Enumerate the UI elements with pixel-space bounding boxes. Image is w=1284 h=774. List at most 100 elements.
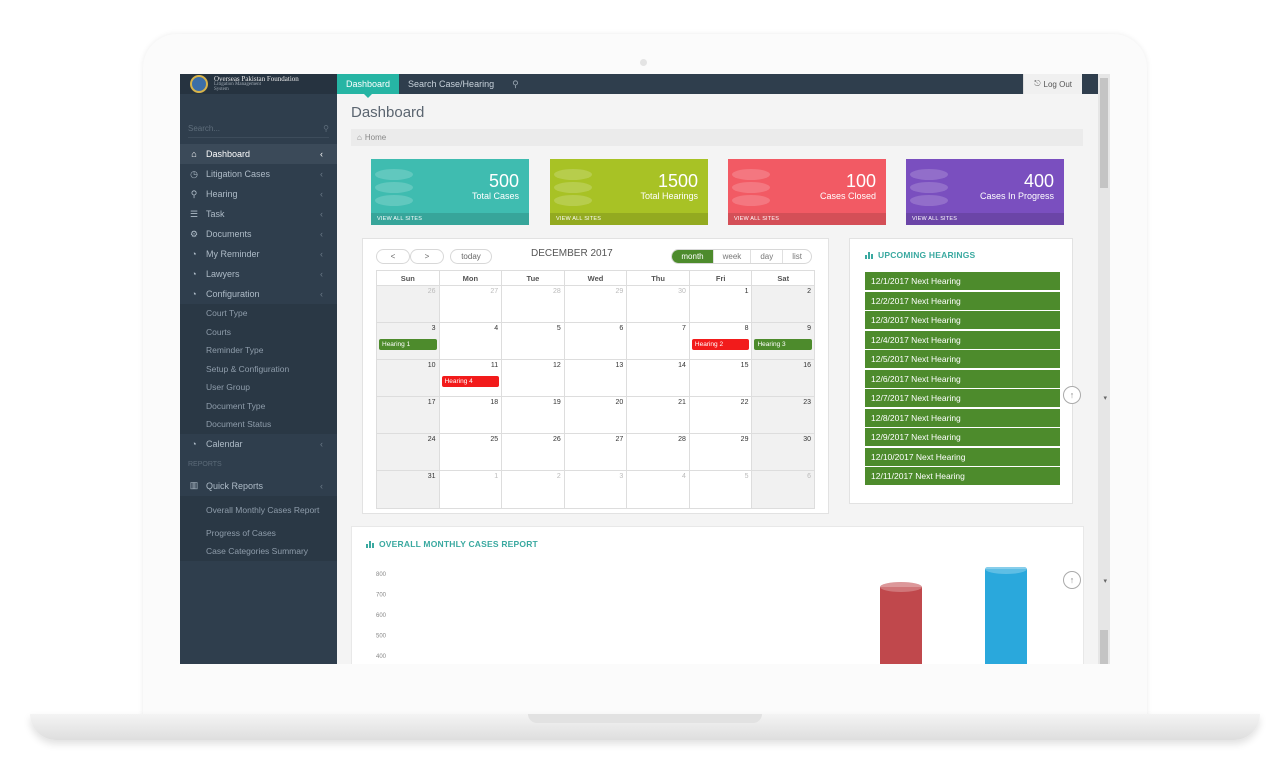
- calendar-view-list[interactable]: list: [782, 250, 811, 263]
- calendar-day-cell[interactable]: 27: [439, 286, 503, 323]
- upcoming-hearing-item[interactable]: 12/8/2017 Next Hearing: [865, 408, 1060, 427]
- calendar-day-cell[interactable]: 16: [752, 360, 816, 397]
- sidebar-subitem-courts[interactable]: Courts: [180, 322, 337, 341]
- sidebar-subitem-document-status[interactable]: Document Status: [180, 415, 337, 434]
- sidebar-search-input[interactable]: Search...: [188, 124, 221, 133]
- calendar-day-cell[interactable]: 26: [377, 286, 440, 323]
- scrollbar-thumb-lower[interactable]: [1100, 630, 1108, 664]
- calendar-day-cell[interactable]: 8 Hearing 2: [689, 323, 753, 360]
- sidebar-item-quick-reports[interactable]: ▥ Quick Reports ‹: [180, 476, 337, 496]
- calendar-event[interactable]: Hearing 4: [441, 376, 500, 387]
- sidebar-subitem-setup-configuration[interactable]: Setup & Configuration: [180, 359, 337, 378]
- search-icon[interactable]: ⚲: [512, 78, 519, 89]
- stat-tile-cases-closed[interactable]: 100 Cases Closed VIEW ALL SITES: [728, 159, 886, 225]
- calendar-day-cell[interactable]: 12: [502, 360, 565, 397]
- sidebar-subitem-overall-monthly-cases-report[interactable]: Overall Monthly Cases Report: [180, 495, 337, 524]
- upcoming-hearing-item[interactable]: 12/5/2017 Next Hearing: [865, 350, 1060, 368]
- calendar-day-cell[interactable]: 17: [377, 397, 440, 434]
- scrollbar-thumb[interactable]: [1100, 78, 1108, 188]
- scroll-to-top-icon[interactable]: ↑: [1063, 386, 1081, 404]
- upcoming-hearing-item[interactable]: 12/9/2017 Next Hearing: [865, 428, 1060, 446]
- upcoming-hearing-item[interactable]: 12/1/2017 Next Hearing: [865, 272, 1060, 290]
- upcoming-hearing-item[interactable]: 12/4/2017 Next Hearing: [865, 330, 1060, 349]
- calendar-day-cell[interactable]: 13: [564, 360, 628, 397]
- calendar-day-cell[interactable]: 10: [377, 360, 440, 397]
- calendar-day-cell[interactable]: 23: [752, 397, 816, 434]
- calendar-day-cell[interactable]: 26: [502, 434, 565, 471]
- sidebar-item-hearing[interactable]: ⚲ Hearing ‹: [180, 184, 337, 204]
- tab-dashboard[interactable]: Dashboard: [337, 74, 400, 98]
- tab-search-case-hearing[interactable]: Search Case/Hearing: [408, 79, 495, 89]
- calendar-day-cell[interactable]: 11 Hearing 4: [439, 360, 503, 397]
- logout-button[interactable]: ⎋ Log Out: [1023, 74, 1082, 94]
- upcoming-hearing-item[interactable]: 12/11/2017 Next Hearing: [865, 467, 1060, 485]
- calendar-day-cell[interactable]: 14: [627, 360, 690, 397]
- calendar-event[interactable]: Hearing 3: [754, 339, 813, 350]
- upcoming-hearing-item[interactable]: 12/2/2017 Next Hearing: [865, 291, 1060, 310]
- calendar-day-cell[interactable]: 18: [439, 397, 503, 434]
- sidebar-item-lawyers[interactable]: ◔ Lawyers ‹: [180, 264, 337, 284]
- calendar-day-cell[interactable]: 4: [627, 471, 690, 509]
- sidebar-item-task[interactable]: ☰ Task ‹: [180, 204, 337, 224]
- calendar-event[interactable]: Hearing 2: [691, 339, 750, 350]
- view-all-link[interactable]: VIEW ALL SITES: [550, 213, 708, 225]
- calendar-day-cell[interactable]: 1: [689, 286, 753, 323]
- calendar-day-cell[interactable]: 31: [377, 471, 440, 509]
- stat-tile-cases-in-progress[interactable]: 400 Cases In Progress VIEW ALL SITES: [906, 159, 1064, 225]
- calendar-view-month[interactable]: month: [672, 250, 713, 263]
- view-all-link[interactable]: VIEW ALL SITES: [371, 213, 529, 225]
- calendar-day-cell[interactable]: 3: [564, 471, 628, 509]
- brand[interactable]: Overseas Pakistan Foundation Litigation …: [180, 74, 337, 94]
- calendar-day-cell[interactable]: 1: [439, 471, 503, 509]
- upcoming-hearing-item[interactable]: 12/7/2017 Next Hearing: [865, 389, 1060, 407]
- stat-tile-total-hearings[interactable]: 1500 Total Hearings VIEW ALL SITES: [550, 159, 708, 225]
- calendar-day-cell[interactable]: 20: [564, 397, 628, 434]
- scroll-down-arrow-icon[interactable]: ▾: [1103, 578, 1107, 585]
- sidebar-item-dashboard[interactable]: ⌂ Dashboard ‹: [180, 144, 337, 164]
- upcoming-hearing-item[interactable]: 12/6/2017 Next Hearing: [865, 369, 1060, 388]
- calendar-day-cell[interactable]: 3 Hearing 1: [377, 323, 440, 360]
- calendar-day-cell[interactable]: 9 Hearing 3: [752, 323, 816, 360]
- stat-tile-total-cases[interactable]: 500 Total Cases VIEW ALL SITES: [371, 159, 529, 225]
- calendar-day-cell[interactable]: 25: [439, 434, 503, 471]
- view-all-link[interactable]: VIEW ALL SITES: [906, 213, 1064, 225]
- scroll-to-top-icon[interactable]: ↑: [1063, 571, 1081, 589]
- page-scrollbar[interactable]: [1098, 74, 1110, 664]
- upcoming-hearing-item[interactable]: 12/10/2017 Next Hearing: [865, 447, 1060, 466]
- calendar-day-cell[interactable]: 28: [627, 434, 690, 471]
- sidebar-subitem-reminder-type[interactable]: Reminder Type: [180, 341, 337, 360]
- sidebar-subitem-case-categories-summary[interactable]: Case Categories Summary: [180, 542, 337, 561]
- view-all-link[interactable]: VIEW ALL SITES: [728, 213, 886, 225]
- breadcrumb-home[interactable]: Home: [364, 133, 387, 142]
- calendar-day-cell[interactable]: 30: [627, 286, 690, 323]
- calendar-day-cell[interactable]: 4: [439, 323, 503, 360]
- calendar-day-cell[interactable]: 29: [564, 286, 628, 323]
- sidebar-item-calendar[interactable]: ◔ Calendar ‹: [180, 434, 337, 454]
- calendar-today-button[interactable]: today: [450, 249, 492, 264]
- sidebar-subitem-document-type[interactable]: Document Type: [180, 396, 337, 415]
- calendar-day-cell[interactable]: 27: [564, 434, 628, 471]
- calendar-day-cell[interactable]: 5: [689, 471, 753, 509]
- calendar-day-cell[interactable]: 5: [502, 323, 565, 360]
- calendar-day-cell[interactable]: 19: [502, 397, 565, 434]
- calendar-day-cell[interactable]: 15: [689, 360, 753, 397]
- sidebar-subitem-user-group[interactable]: User Group: [180, 378, 337, 397]
- calendar-day-cell[interactable]: 28: [502, 286, 565, 323]
- calendar-day-cell[interactable]: 30: [752, 434, 816, 471]
- sidebar-subitem-progress-of-cases[interactable]: Progress of Cases: [180, 523, 337, 542]
- calendar-day-cell[interactable]: 29: [689, 434, 753, 471]
- sidebar-item-litigation-cases[interactable]: ◷ Litigation Cases ‹: [180, 164, 337, 184]
- calendar-day-cell[interactable]: 2: [752, 286, 816, 323]
- calendar-view-day[interactable]: day: [750, 250, 782, 263]
- calendar-day-cell[interactable]: 6: [752, 471, 816, 509]
- sidebar-search[interactable]: Search... ⚲: [188, 124, 329, 138]
- calendar-day-cell[interactable]: 21: [627, 397, 690, 434]
- calendar-view-week[interactable]: week: [712, 250, 751, 263]
- calendar-prev-button[interactable]: <: [376, 249, 410, 264]
- calendar-day-cell[interactable]: 2: [502, 471, 565, 509]
- scroll-down-arrow-icon[interactable]: ▾: [1103, 395, 1107, 402]
- calendar-next-button[interactable]: >: [410, 249, 444, 264]
- sidebar-item-documents[interactable]: ⚙ Documents ‹: [180, 224, 337, 244]
- calendar-day-cell[interactable]: 22: [689, 397, 753, 434]
- calendar-day-cell[interactable]: 24: [377, 434, 440, 471]
